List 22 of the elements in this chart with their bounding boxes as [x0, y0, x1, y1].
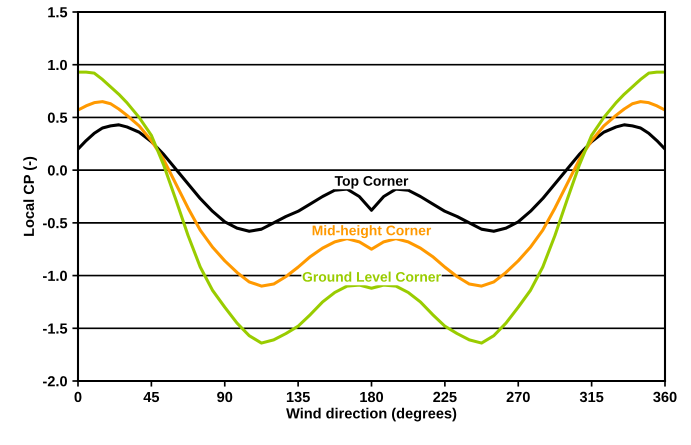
x-tick-label: 360 [653, 392, 677, 402]
y-tick-label: -1.5 [43, 324, 68, 334]
x-axis-title: Wind direction (degrees) [286, 408, 456, 422]
x-tick-label: 0 [74, 392, 82, 402]
series-label: Ground Level Corner [302, 272, 441, 282]
y-tick-label: 1.5 [48, 7, 68, 18]
y-tick-label: 0.5 [48, 112, 68, 123]
y-tick-label: 0.0 [48, 165, 67, 176]
y-tick-label: -2.0 [43, 376, 67, 386]
y-tick-label: -1.0 [43, 270, 67, 281]
x-tick-label: 270 [506, 392, 530, 402]
x-tick-label: 45 [143, 392, 160, 402]
x-tick-label: 180 [360, 392, 384, 402]
y-axis-title: Local CP (-) [23, 156, 37, 236]
series-label: Mid-height Corner [312, 225, 432, 238]
y-tick-label: -0.5 [43, 218, 68, 228]
x-tick-label: 135 [286, 392, 310, 402]
x-tick-label: 315 [580, 392, 604, 402]
x-tick-label: 90 [217, 392, 232, 402]
y-tick-label: 1.0 [48, 60, 67, 70]
x-tick-label: 225 [433, 392, 457, 402]
series-label: Top Corner [334, 176, 408, 189]
